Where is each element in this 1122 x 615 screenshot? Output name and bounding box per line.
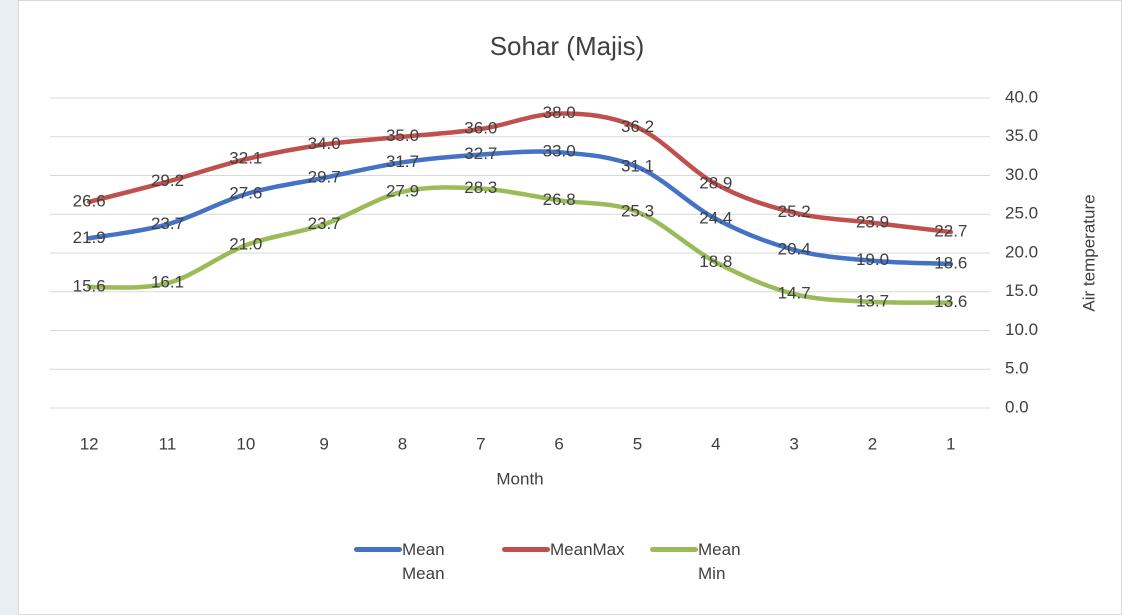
data-label: 28.3 [464, 178, 497, 197]
data-label: 21.0 [229, 235, 262, 254]
x-tick-label: 10 [236, 434, 255, 453]
data-label: 13.6 [934, 292, 967, 311]
y-tick-label: 20.0 [1005, 242, 1038, 261]
legend-item: MeanMax [502, 538, 625, 586]
data-label: 34.0 [308, 134, 341, 153]
data-label: 35.0 [386, 126, 419, 145]
data-label: 29.7 [308, 167, 341, 186]
x-tick-label: 6 [554, 434, 563, 453]
data-label: 18.6 [934, 253, 967, 272]
series-line [86, 185, 954, 305]
series-line [86, 111, 954, 235]
data-label: 26.8 [543, 190, 576, 209]
data-label: 33.0 [543, 142, 576, 161]
data-label: 21.9 [73, 228, 106, 247]
x-tick-label: 4 [711, 434, 720, 453]
legend-swatch [650, 547, 698, 552]
y-tick-label: 10.0 [1005, 320, 1038, 339]
legend-swatch [502, 547, 550, 552]
data-label: 25.2 [778, 202, 811, 221]
data-label: 13.7 [856, 291, 889, 310]
data-label: 32.1 [229, 149, 262, 168]
x-tick-label: 11 [159, 434, 177, 453]
x-tick-label: 2 [868, 434, 877, 453]
y-tick-label: 0.0 [1005, 397, 1029, 416]
x-tick-label: 1 [946, 434, 955, 453]
legend: Mean Mean MeanMax Mean Min [0, 538, 1122, 586]
data-label: 38.0 [543, 103, 576, 122]
data-label: 27.9 [386, 181, 419, 200]
data-label: 31.7 [386, 152, 419, 171]
data-label: 14.7 [778, 284, 811, 303]
data-label: 19.0 [856, 250, 889, 269]
data-label: 26.6 [73, 191, 106, 210]
x-tick-label: 9 [319, 434, 328, 453]
legend-label: MeanMax [550, 540, 625, 559]
data-label: 18.8 [699, 252, 732, 271]
data-label: 23.9 [856, 212, 889, 231]
side-panel [0, 0, 18, 615]
legend-swatch [354, 547, 402, 552]
data-label: 36.2 [621, 117, 654, 136]
y-tick-label: 30.0 [1005, 165, 1038, 184]
y-tick-label: 5.0 [1005, 359, 1029, 378]
legend-item: Mean Mean [354, 538, 472, 586]
y-tick-label: 35.0 [1005, 126, 1038, 145]
x-tick-label: 12 [80, 434, 99, 453]
x-tick-label: 7 [476, 434, 485, 453]
legend-label: Mean Min [698, 540, 741, 583]
data-label: 20.4 [778, 239, 811, 258]
data-label: 16.1 [151, 273, 184, 292]
data-label: 28.9 [699, 174, 732, 193]
data-label: 24.4 [699, 208, 732, 227]
y-tick-label: 25.0 [1005, 204, 1038, 223]
y-tick-label: 40.0 [1005, 87, 1038, 106]
chart-title: Sohar (Majis) [490, 31, 645, 61]
y-axis-title: Air temperature [1079, 194, 1098, 311]
data-label: 15.6 [73, 277, 106, 296]
x-tick-label: 3 [789, 434, 798, 453]
x-axis-title: Month [496, 469, 543, 488]
data-label: 31.1 [621, 156, 654, 175]
legend-item: Mean Min [650, 538, 768, 586]
data-label: 27.6 [229, 184, 262, 203]
data-label: 23.7 [151, 214, 184, 233]
data-label: 25.3 [621, 201, 654, 220]
data-label: 32.7 [464, 144, 497, 163]
series-line [86, 149, 954, 267]
x-tick-label: 5 [633, 434, 642, 453]
data-label: 36.0 [464, 118, 497, 137]
data-label: 22.7 [934, 222, 967, 241]
x-tick-label: 8 [398, 434, 407, 453]
legend-label: Mean Mean [402, 540, 445, 583]
data-label: 29.2 [151, 171, 184, 190]
y-tick-label: 15.0 [1005, 281, 1038, 300]
data-label: 23.7 [308, 214, 341, 233]
